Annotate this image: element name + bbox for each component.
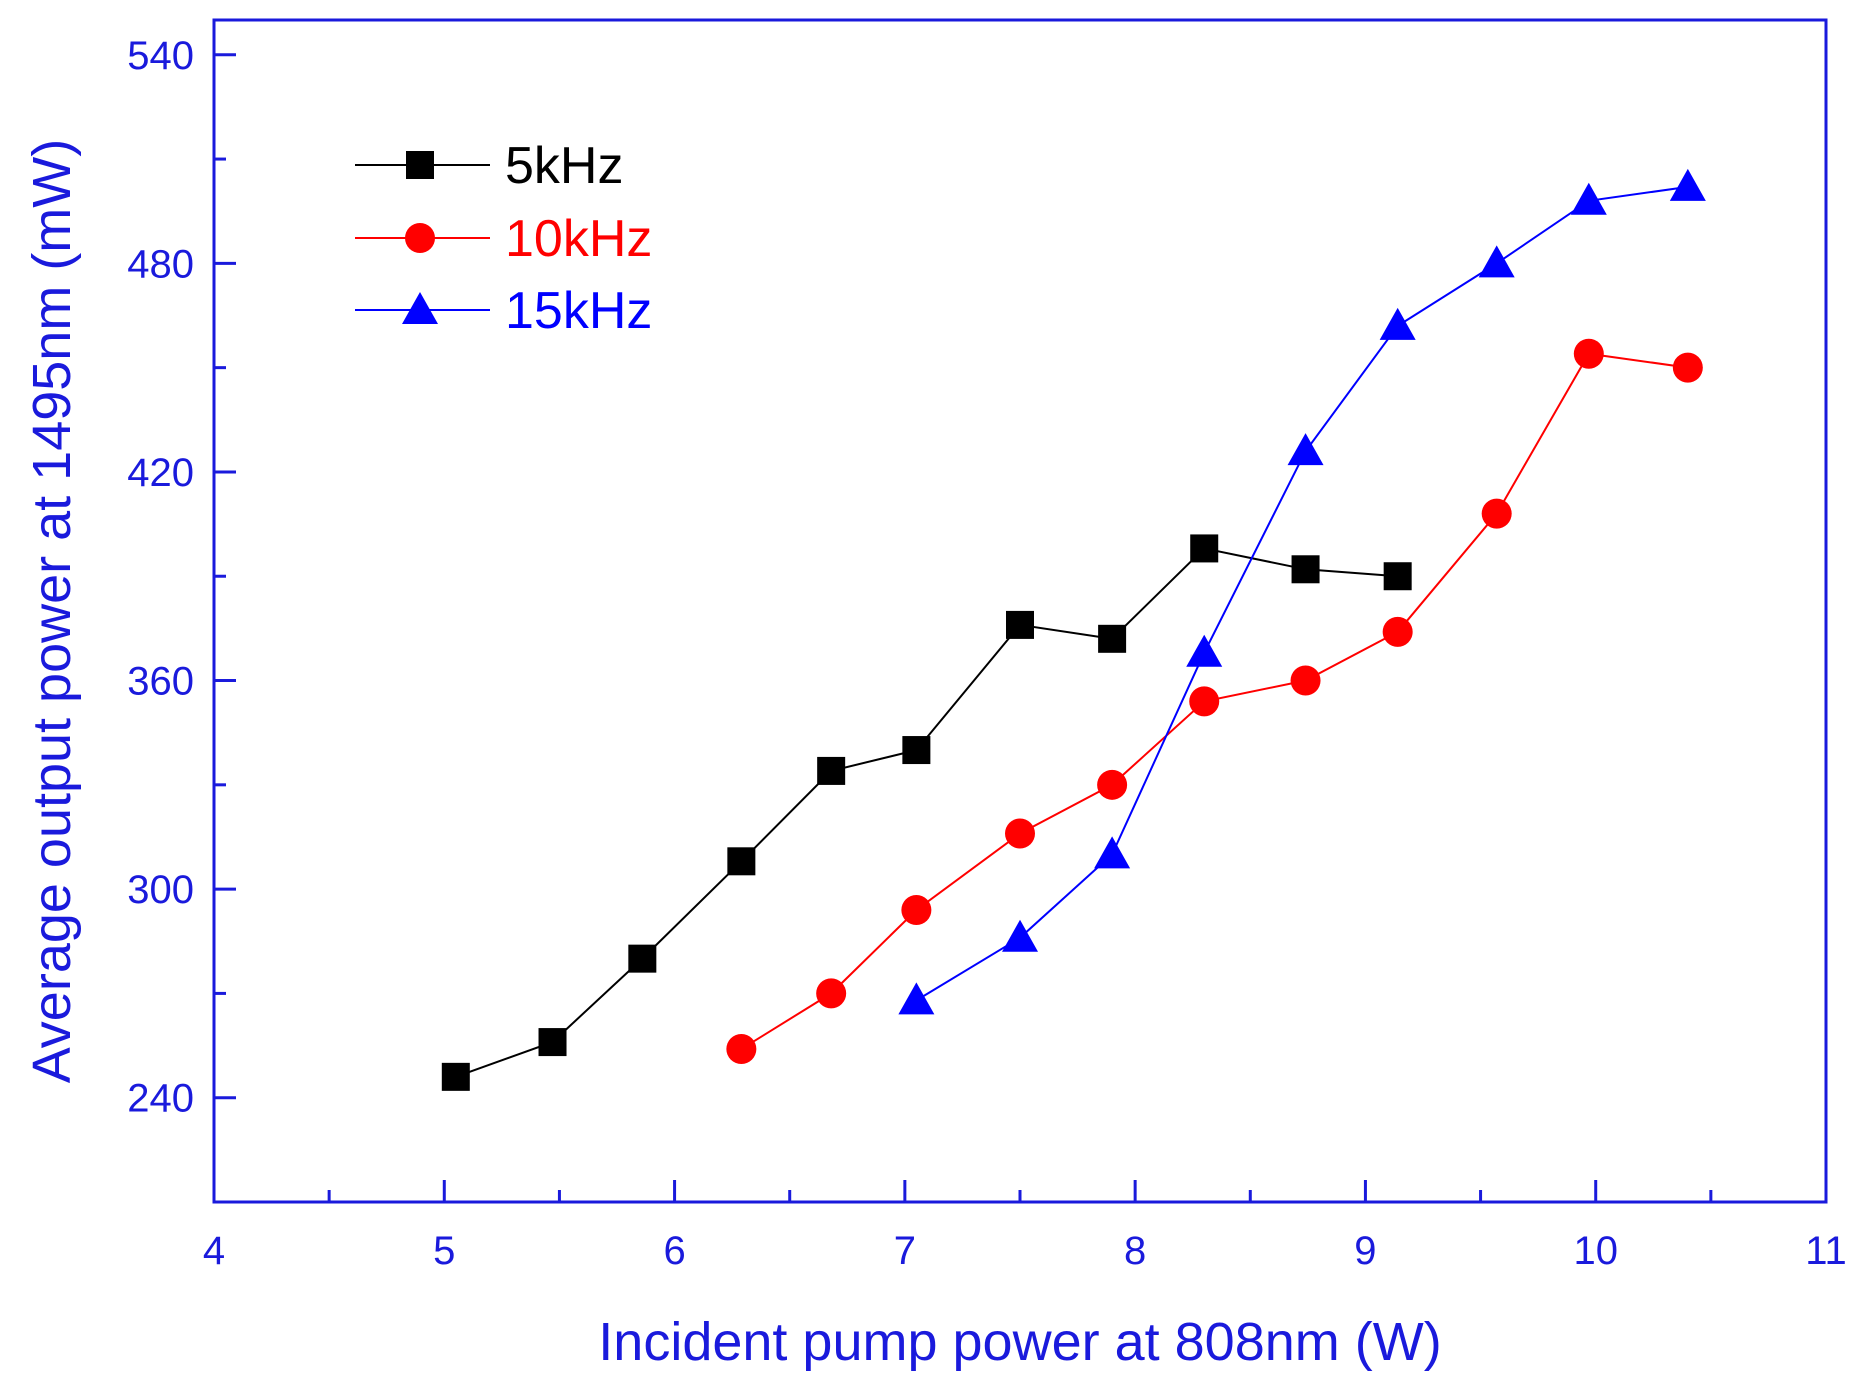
y-tick-label: 240 bbox=[127, 1077, 194, 1121]
legend-item: 5kHz bbox=[355, 137, 623, 195]
data-point bbox=[1098, 624, 1127, 653]
x-tick-label: 9 bbox=[1354, 1229, 1376, 1273]
legend: 5kHz 10kHz 15kHz bbox=[355, 137, 652, 340]
data-point bbox=[1481, 498, 1512, 529]
data-point bbox=[1573, 338, 1604, 369]
data-point bbox=[1097, 769, 1128, 800]
legend-marker bbox=[406, 151, 434, 179]
y-tick-label: 300 bbox=[127, 868, 194, 912]
x-tick-label: 5 bbox=[433, 1229, 455, 1273]
legend-marker bbox=[405, 223, 435, 253]
x-tick-label: 10 bbox=[1573, 1229, 1618, 1273]
series-layer bbox=[441, 168, 1706, 1091]
y-tick-label: 360 bbox=[127, 660, 194, 704]
data-point bbox=[902, 736, 931, 765]
legend-item: 10kHz bbox=[355, 210, 652, 268]
data-point bbox=[898, 982, 935, 1015]
legend-label: 15kHz bbox=[505, 282, 652, 340]
x-tick-label: 8 bbox=[1124, 1229, 1146, 1273]
data-point bbox=[1002, 919, 1038, 952]
data-point bbox=[1287, 433, 1324, 466]
series-10kHz bbox=[726, 338, 1703, 1065]
y-tick-label: 540 bbox=[127, 34, 194, 78]
x-axis-title: Incident pump power at 808nm (W) bbox=[598, 1312, 1441, 1372]
data-point bbox=[816, 978, 847, 1009]
data-point bbox=[441, 1062, 470, 1091]
legend-label: 5kHz bbox=[505, 137, 623, 195]
data-point bbox=[1379, 307, 1416, 340]
data-point bbox=[1383, 562, 1412, 591]
series-5kHz bbox=[441, 534, 1412, 1091]
data-point bbox=[1005, 818, 1035, 849]
x-tick-label: 7 bbox=[894, 1229, 916, 1273]
data-point bbox=[628, 944, 657, 973]
data-point bbox=[1186, 634, 1223, 667]
data-point bbox=[901, 894, 932, 925]
data-point bbox=[1006, 610, 1034, 639]
legend-marker bbox=[402, 292, 438, 324]
series-15kHz bbox=[898, 168, 1706, 1015]
legend-item: 15kHz bbox=[355, 282, 652, 340]
y-tick-label: 480 bbox=[127, 242, 194, 286]
x-tick-label: 4 bbox=[203, 1229, 225, 1273]
data-point bbox=[1382, 616, 1413, 647]
data-point bbox=[817, 756, 846, 785]
y-axis-title: Average output power at 1495nm (mW) bbox=[22, 139, 82, 1083]
data-point bbox=[727, 847, 756, 876]
data-point bbox=[1478, 245, 1515, 278]
legend-label: 10kHz bbox=[505, 210, 652, 268]
x-tick-label: 6 bbox=[663, 1229, 685, 1273]
y-tick-label: 420 bbox=[127, 451, 194, 495]
data-point bbox=[1094, 836, 1131, 869]
data-point bbox=[1672, 352, 1703, 383]
data-point bbox=[726, 1034, 757, 1065]
data-point bbox=[1189, 686, 1220, 717]
y-axis-ticks: 240 300 360 420 480 540 bbox=[127, 34, 236, 1121]
data-point bbox=[538, 1028, 567, 1057]
data-point bbox=[1291, 555, 1320, 584]
data-point bbox=[1190, 534, 1219, 563]
data-point bbox=[1290, 665, 1321, 696]
data-point bbox=[1570, 182, 1607, 215]
x-axis-ticks: 4 5 6 7 8 9 10 11 bbox=[203, 1180, 1847, 1273]
data-point bbox=[1669, 168, 1706, 201]
x-tick-label: 11 bbox=[1805, 1229, 1847, 1273]
